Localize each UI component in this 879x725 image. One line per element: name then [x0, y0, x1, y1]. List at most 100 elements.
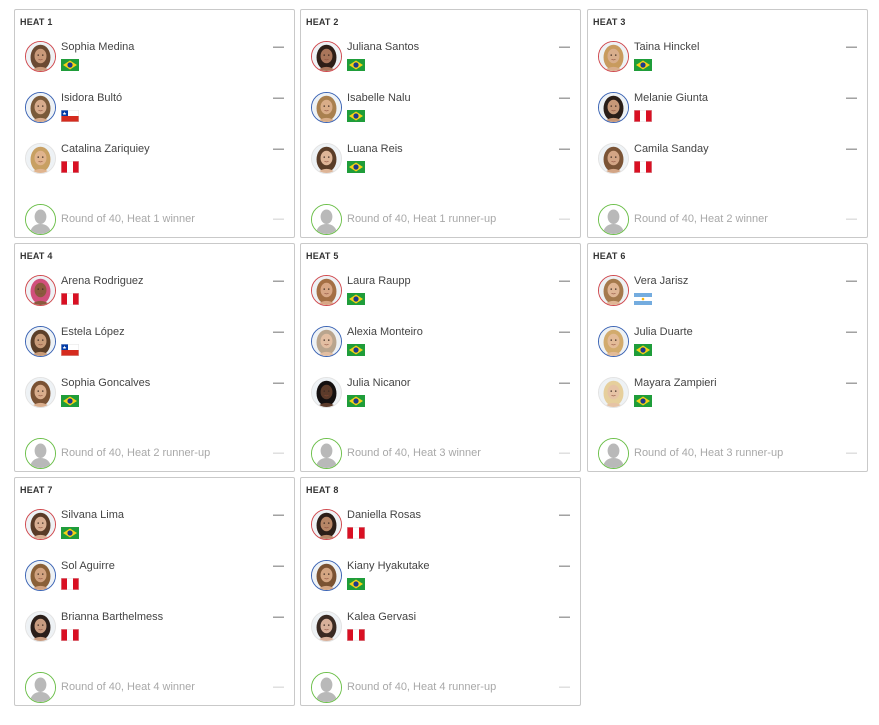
heat-card[interactable]: HEAT 7 Silvana Lima — Sol Aguirre — Brianna B…	[14, 477, 295, 706]
athlete-name[interactable]: Isabelle Nalu	[347, 92, 411, 104]
athlete-name[interactable]: Julia Duarte	[634, 326, 693, 338]
athlete-name[interactable]: Catalina Zariquiey	[61, 143, 150, 155]
athlete-row[interactable]: Brianna Barthelmess —	[25, 611, 284, 645]
athlete-name[interactable]: Isidora Bultó	[61, 92, 123, 104]
athlete-row[interactable]: Vera Jarisz —	[598, 275, 857, 309]
advancing-placeholder-row: Round of 40, Heat 2 winner —	[598, 204, 857, 238]
heat-card[interactable]: HEAT 1 Sophia Medina — Isidora Bultó — Catali…	[14, 9, 295, 238]
athlete-name[interactable]: Juliana Santos	[347, 41, 420, 53]
placeholder-label: Round of 40, Heat 3 winner	[347, 447, 481, 459]
athlete-name[interactable]: Daniella Rosas	[347, 509, 421, 521]
athlete-avatar	[25, 326, 56, 357]
heat-card[interactable]: HEAT 2 Juliana Santos — Isabelle Nalu — Luana…	[300, 9, 581, 238]
athlete-row[interactable]: Julia Nicanor —	[311, 377, 570, 411]
athlete-name[interactable]: Laura Raupp	[347, 275, 411, 287]
athlete-avatar	[311, 509, 342, 540]
athlete-name[interactable]: Camila Sanday	[634, 143, 709, 155]
peru-flag	[61, 161, 79, 173]
athlete-score: —	[559, 611, 570, 623]
athlete-score: —	[559, 509, 570, 521]
chile-flag	[61, 110, 79, 122]
athlete-name[interactable]: Taina Hinckel	[634, 41, 700, 53]
athlete-score: —	[846, 326, 857, 338]
athlete-avatar	[598, 92, 629, 123]
athlete-score: —	[846, 92, 857, 104]
athlete-row[interactable]: Juliana Santos —	[311, 41, 570, 75]
athlete-row[interactable]: Sol Aguirre —	[25, 560, 284, 594]
athlete-row[interactable]: Mayara Zampieri —	[598, 377, 857, 411]
athlete-row[interactable]: Camila Sanday —	[598, 143, 857, 177]
athlete-score: —	[273, 143, 284, 155]
brazil-flag	[347, 395, 365, 407]
athlete-row[interactable]: Sophia Medina —	[25, 41, 284, 75]
athlete-avatar	[311, 326, 342, 357]
athlete-row[interactable]: Silvana Lima —	[25, 509, 284, 543]
athlete-score: —	[273, 326, 284, 338]
athlete-name[interactable]: Sophia Medina	[61, 41, 135, 53]
heat-card[interactable]: HEAT 3 Taina Hinckel — Melanie Giunta — Camil…	[587, 9, 868, 238]
athlete-row[interactable]: Catalina Zariquiey —	[25, 143, 284, 177]
athlete-score: —	[559, 41, 570, 53]
heat-card[interactable]: HEAT 5 Laura Raupp — Alexia Monteiro — Julia …	[300, 243, 581, 472]
athlete-avatar	[598, 377, 629, 408]
heat-card[interactable]: HEAT 4 Arena Rodriguez — Estela López — Sophi…	[14, 243, 295, 472]
athlete-row[interactable]: Julia Duarte —	[598, 326, 857, 360]
athlete-score: —	[846, 41, 857, 53]
placeholder-label: Round of 40, Heat 2 runner-up	[61, 447, 211, 459]
athlete-row[interactable]: Daniella Rosas —	[311, 509, 570, 543]
heat-title: HEAT 4	[20, 251, 53, 261]
athlete-row[interactable]: Sophia Goncalves —	[25, 377, 284, 411]
athlete-row[interactable]: Kiany Hyakutake —	[311, 560, 570, 594]
athlete-avatar	[311, 275, 342, 306]
athlete-avatar	[598, 143, 629, 174]
athlete-name[interactable]: Mayara Zampieri	[634, 377, 717, 389]
athlete-row[interactable]: Isabelle Nalu —	[311, 92, 570, 126]
person-silhouette-icon	[25, 438, 56, 469]
athlete-name[interactable]: Sophia Goncalves	[61, 377, 151, 389]
placeholder-score: —	[559, 447, 570, 459]
athlete-name[interactable]: Sol Aguirre	[61, 560, 115, 572]
placeholder-score: —	[846, 213, 857, 225]
athlete-name[interactable]: Vera Jarisz	[634, 275, 689, 287]
argentina-flag	[634, 293, 652, 305]
athlete-avatar	[25, 92, 56, 123]
brazil-flag	[347, 161, 365, 173]
athlete-row[interactable]: Alexia Monteiro —	[311, 326, 570, 360]
athlete-score: —	[273, 377, 284, 389]
heat-card[interactable]: HEAT 6 Vera Jarisz — Julia Duarte — Mayara Za…	[587, 243, 868, 472]
athlete-row[interactable]: Estela López —	[25, 326, 284, 360]
brazil-flag	[61, 59, 79, 71]
athlete-row[interactable]: Kalea Gervasi —	[311, 611, 570, 645]
athlete-row[interactable]: Luana Reis —	[311, 143, 570, 177]
athlete-name[interactable]: Alexia Monteiro	[347, 326, 423, 338]
athlete-name[interactable]: Julia Nicanor	[347, 377, 411, 389]
athlete-name[interactable]: Kiany Hyakutake	[347, 560, 430, 572]
heat-card[interactable]: HEAT 8 Daniella Rosas — Kiany Hyakutake — Kal…	[300, 477, 581, 706]
placeholder-score: —	[273, 681, 284, 693]
athlete-row[interactable]: Laura Raupp —	[311, 275, 570, 309]
advancing-placeholder-row: Round of 40, Heat 3 runner-up —	[598, 438, 857, 472]
heat-title: HEAT 8	[306, 485, 339, 495]
athlete-row[interactable]: Melanie Giunta —	[598, 92, 857, 126]
athlete-avatar	[311, 143, 342, 174]
person-silhouette-icon	[25, 672, 56, 703]
athlete-score: —	[846, 143, 857, 155]
person-silhouette-icon	[311, 204, 342, 235]
athlete-score: —	[273, 275, 284, 287]
peru-flag	[61, 293, 79, 305]
athlete-row[interactable]: Arena Rodriguez —	[25, 275, 284, 309]
athlete-name[interactable]: Melanie Giunta	[634, 92, 708, 104]
athlete-row[interactable]: Isidora Bultó —	[25, 92, 284, 126]
athlete-score: —	[273, 560, 284, 572]
placeholder-label: Round of 40, Heat 3 runner-up	[634, 447, 784, 459]
athlete-name[interactable]: Silvana Lima	[61, 509, 124, 521]
athlete-name[interactable]: Kalea Gervasi	[347, 611, 417, 623]
athlete-name[interactable]: Brianna Barthelmess	[61, 611, 164, 623]
athlete-score: —	[273, 41, 284, 53]
athlete-avatar	[25, 509, 56, 540]
athlete-avatar	[25, 41, 56, 72]
athlete-row[interactable]: Taina Hinckel —	[598, 41, 857, 75]
athlete-name[interactable]: Estela López	[61, 326, 125, 338]
athlete-name[interactable]: Luana Reis	[347, 143, 403, 155]
athlete-name[interactable]: Arena Rodriguez	[61, 275, 144, 287]
